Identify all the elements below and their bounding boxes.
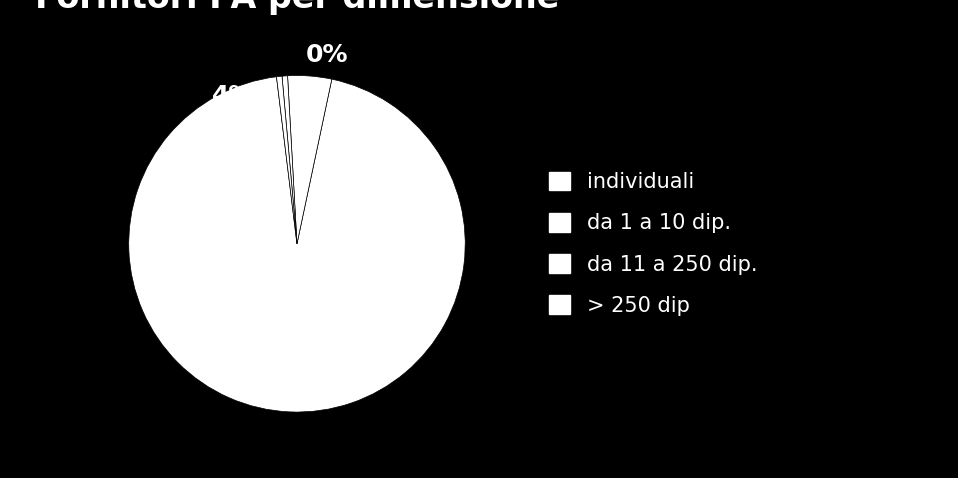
Text: 4%: 4% [212,84,254,108]
Legend: individuali, da 1 a 10 dip., da 11 a 250 dip., > 250 dip: individuali, da 1 a 10 dip., da 11 a 250… [538,161,767,326]
Wedge shape [287,76,331,244]
Title: Fornitori PA per dimensione: Fornitori PA per dimensione [34,0,559,15]
Wedge shape [277,76,297,244]
Wedge shape [282,76,297,244]
Text: 0%: 0% [306,43,349,67]
Wedge shape [128,77,466,412]
